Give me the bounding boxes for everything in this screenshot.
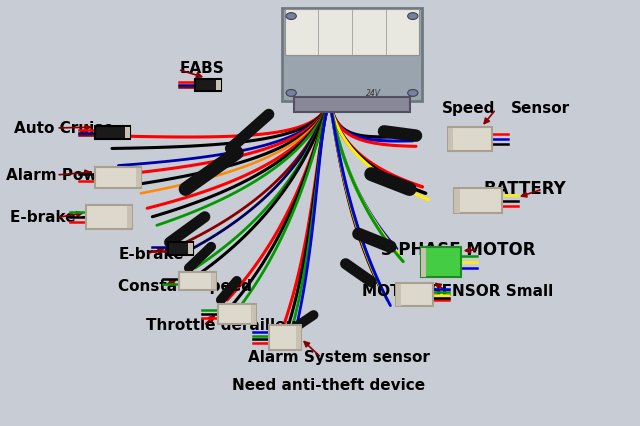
Text: MOTOR SENSOR Small: MOTOR SENSOR Small — [362, 283, 553, 298]
FancyBboxPatch shape — [188, 244, 193, 255]
Circle shape — [408, 14, 418, 20]
FancyBboxPatch shape — [421, 248, 426, 277]
FancyBboxPatch shape — [285, 10, 419, 55]
FancyBboxPatch shape — [282, 9, 422, 102]
Text: Alarm System sensor: Alarm System sensor — [248, 349, 430, 365]
Text: Constant speed: Constant speed — [118, 278, 252, 293]
FancyBboxPatch shape — [218, 304, 256, 325]
FancyBboxPatch shape — [396, 283, 433, 307]
FancyBboxPatch shape — [125, 128, 130, 139]
FancyBboxPatch shape — [454, 188, 502, 214]
Text: E-brake: E-brake — [118, 246, 184, 261]
FancyBboxPatch shape — [421, 247, 461, 278]
FancyBboxPatch shape — [95, 127, 130, 140]
Text: Auto Cruise: Auto Cruise — [14, 120, 114, 135]
FancyBboxPatch shape — [251, 305, 256, 324]
Text: BATTERY: BATTERY — [483, 179, 566, 197]
FancyBboxPatch shape — [95, 168, 141, 188]
Circle shape — [286, 90, 296, 97]
Text: Throttle derailleur: Throttle derailleur — [146, 317, 304, 332]
Text: 24V: 24V — [365, 89, 381, 98]
FancyBboxPatch shape — [448, 129, 453, 150]
FancyBboxPatch shape — [211, 273, 216, 290]
Text: Speed: Speed — [442, 101, 495, 116]
FancyBboxPatch shape — [454, 189, 460, 213]
Text: EABS: EABS — [179, 60, 224, 76]
FancyBboxPatch shape — [168, 243, 193, 256]
FancyBboxPatch shape — [127, 206, 132, 228]
FancyBboxPatch shape — [294, 98, 410, 113]
FancyBboxPatch shape — [86, 205, 132, 229]
FancyBboxPatch shape — [396, 284, 401, 306]
Text: E-brake +5V: E-brake +5V — [10, 210, 116, 225]
Text: Alarm Power: Alarm Power — [6, 167, 116, 182]
Text: 3 PHASE MOTOR: 3 PHASE MOTOR — [381, 240, 535, 258]
FancyBboxPatch shape — [448, 128, 492, 151]
FancyBboxPatch shape — [136, 169, 141, 187]
Text: Need anti-theft device: Need anti-theft device — [232, 377, 425, 392]
FancyBboxPatch shape — [179, 273, 216, 291]
FancyBboxPatch shape — [296, 326, 301, 349]
FancyBboxPatch shape — [269, 325, 301, 350]
FancyBboxPatch shape — [195, 80, 221, 92]
Text: Sensor: Sensor — [511, 101, 570, 116]
Circle shape — [286, 14, 296, 20]
FancyBboxPatch shape — [216, 81, 221, 91]
Circle shape — [408, 90, 418, 97]
